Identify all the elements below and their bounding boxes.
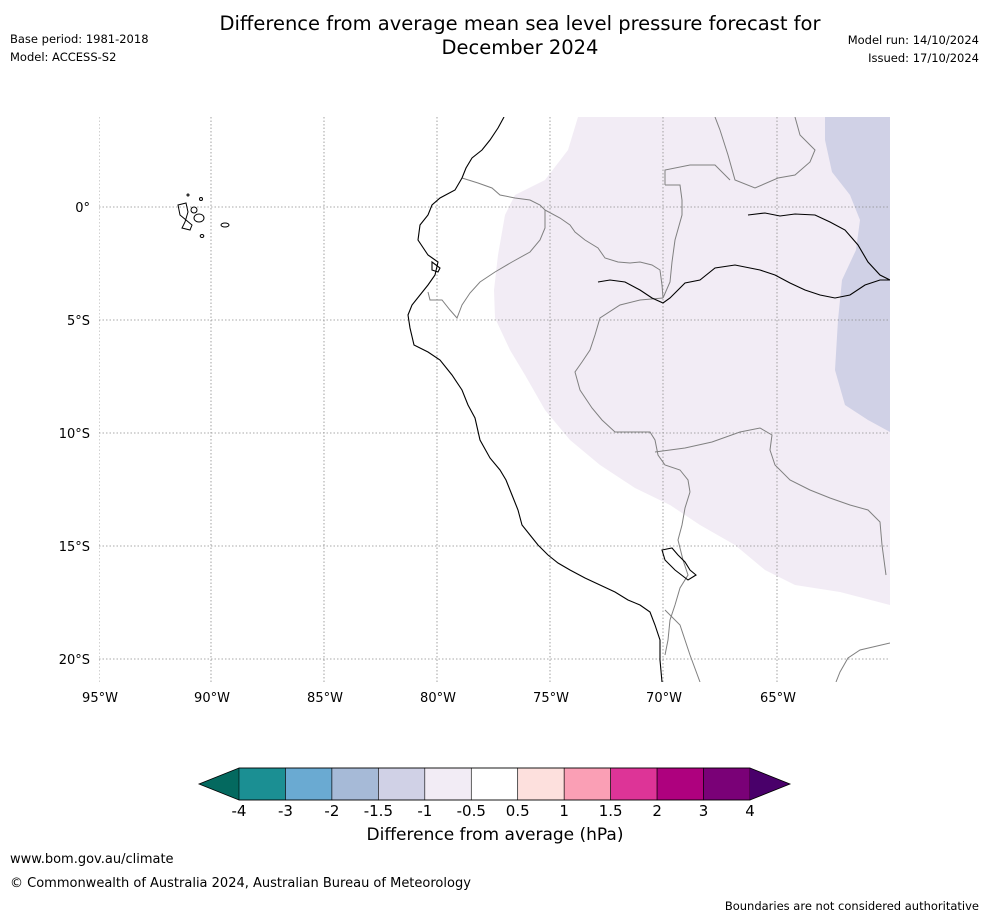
border-bolivia-brazil <box>654 427 887 576</box>
colorbar-tick-label-7: 1 <box>559 802 569 820</box>
lon-label-95w: 95°W <box>82 691 118 706</box>
coastline <box>407 117 890 682</box>
lon-label-80w: 80°W <box>420 691 456 706</box>
lon-label-90w: 90°W <box>194 691 230 706</box>
colorbar-title: Difference from average (hPa) <box>366 825 624 845</box>
colorbar-box-2 <box>331 767 379 801</box>
colorbar-tick-label-3: -1.5 <box>364 802 393 820</box>
colorbar-tick-label-2: -2 <box>324 802 339 820</box>
issued-text: Issued: 17/10/2024 <box>868 51 979 65</box>
lat-label-5s: 5°S <box>67 314 90 329</box>
colorbar-over-arrow <box>750 768 790 800</box>
border-colombia-ecuador <box>461 177 546 211</box>
colorbar-box-0 <box>238 767 286 801</box>
coast-gulf-guayaquil <box>431 260 441 273</box>
colorbar-box-4 <box>424 767 472 801</box>
coast-rio-negro <box>747 212 890 281</box>
border-colombia-brazil <box>662 184 683 299</box>
footer-url-text: www.bom.gov.au/climate <box>10 852 174 867</box>
colorbar-box-1 <box>285 767 333 801</box>
title-line-1: Difference from average mean sea level p… <box>219 12 821 35</box>
model-text: Model: ACCESS-S2 <box>10 50 117 64</box>
colorbar-tick-label-9: 2 <box>652 802 662 820</box>
country-borders <box>427 117 890 682</box>
anomaly-region-light <box>494 117 890 605</box>
border-bolivia-chile <box>664 609 701 682</box>
colorbar-tick-label-8: 1.5 <box>599 802 623 820</box>
colorbar-tick-label-5: -0.5 <box>457 802 486 820</box>
coast-pacific <box>407 117 663 682</box>
colorbar-tick-label-0: -4 <box>232 802 247 820</box>
anomaly-region-mid <box>825 117 890 432</box>
border-brazil-venezuela-north <box>664 164 731 185</box>
island-genovesa <box>199 197 203 201</box>
lat-label-15s: 15°S <box>59 540 90 555</box>
gridlines <box>99 117 890 682</box>
coast-amazon-river <box>597 264 890 304</box>
footer-note-text: Boundaries are not considered authoritat… <box>724 899 979 913</box>
chart-title: Difference from average mean sea level p… <box>150 12 890 60</box>
island-santiago <box>190 206 198 214</box>
base-period-text: Base period: 1981-2018 <box>10 32 149 46</box>
island-isabela <box>177 202 193 231</box>
lon-label-65w: 65°W <box>760 691 796 706</box>
island-pinta <box>186 193 190 197</box>
border-peru-bolivia <box>664 491 691 656</box>
island-floreana <box>199 234 205 238</box>
meta-right: Model run: 14/10/2024 Issued: 17/10/2024 <box>848 33 979 69</box>
border-colombia-venezuela <box>714 117 816 189</box>
lat-label-0: 0° <box>75 201 90 216</box>
border-south-east <box>835 642 890 682</box>
lon-label-70w: 70°W <box>646 691 682 706</box>
colorbar-tick-label-1: -3 <box>278 802 293 820</box>
lon-label-85w: 85°W <box>307 691 343 706</box>
title-line-2: December 2024 <box>441 36 599 59</box>
lat-label-10s: 10°S <box>59 427 90 442</box>
colorbar: -4 -3 -2 -1.5 -1 -0.5 0.5 1 1.5 2 3 4 <box>197 767 792 820</box>
border-ecuador-peru <box>427 210 546 319</box>
footer-copyright-text: © Commonwealth of Australia 2024, Austra… <box>10 876 471 891</box>
galapagos-islands <box>177 193 230 238</box>
colorbar-tick-label-11: 4 <box>745 802 755 820</box>
colorbar-box-7 <box>563 767 611 801</box>
island-santa-cruz <box>193 213 205 223</box>
lake-titicaca <box>661 547 697 581</box>
colorbar-outline <box>197 767 792 801</box>
lon-label-75w: 75°W <box>533 691 569 706</box>
meta-left: Base period: 1981-2018 Model: ACCESS-S2 <box>10 32 149 68</box>
colorbar-tick-label-6: 0.5 <box>506 802 530 820</box>
latitude-labels: 0° 5°S 10°S 15°S 20°S <box>59 201 90 668</box>
map-plot-area <box>99 117 890 682</box>
colorbar-under-arrow <box>199 768 239 800</box>
colorbar-box-6 <box>517 767 565 801</box>
island-san-cristobal <box>220 222 230 228</box>
colorbar-box-5 <box>470 767 519 801</box>
colorbar-box-8 <box>610 767 658 801</box>
colorbar-box-3 <box>378 767 426 801</box>
lat-label-20s: 20°S <box>59 653 90 668</box>
border-peru-brazil <box>574 297 691 493</box>
colorbar-box-10 <box>703 767 751 801</box>
colorbar-box-9 <box>656 767 704 801</box>
longitude-labels: 95°W 90°W 85°W 80°W 75°W 70°W 65°W <box>82 691 796 706</box>
border-colombia-peru <box>544 209 664 299</box>
model-run-text: Model run: 14/10/2024 <box>847 33 979 47</box>
colorbar-tick-label-4: -1 <box>417 802 432 820</box>
colorbar-tick-label-10: 3 <box>699 802 709 820</box>
